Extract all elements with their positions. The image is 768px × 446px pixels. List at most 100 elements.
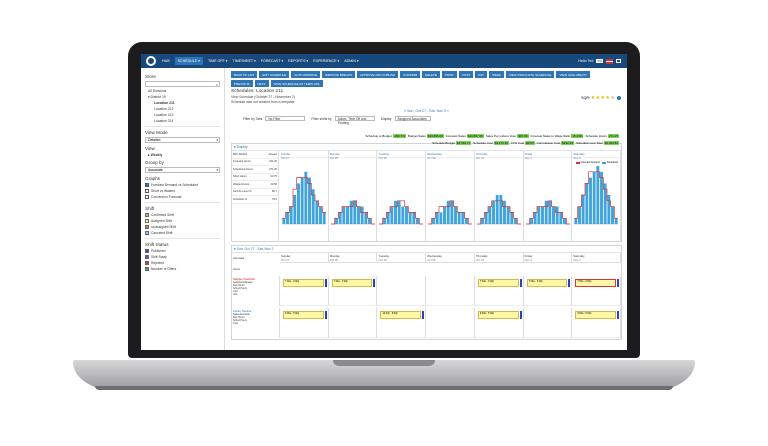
- display-section-toggle[interactable]: ▾ Display: [232, 144, 621, 151]
- toolbar-button[interactable]: PRINT: [441, 71, 457, 78]
- week-navigator[interactable]: « Sun, Oct 27 - Sat, Nov 2 »: [404, 109, 449, 113]
- schedule-cell[interactable]: 7:00a - 3:00p: [572, 276, 622, 306]
- shift-block[interactable]: 7:00a - 3:00p: [283, 279, 324, 287]
- nav-item[interactable]: TIMESHEET ▾: [232, 59, 256, 63]
- metric-value: $3,164.71: [455, 141, 472, 145]
- schedule-cell[interactable]: [377, 276, 427, 306]
- toolbar-button[interactable]: COST: [458, 71, 474, 78]
- toolbar-button[interactable]: WEEK: [489, 71, 504, 78]
- laptop-foot: [95, 386, 673, 390]
- day-date: Oct 31: [475, 156, 485, 160]
- user-initials-badge[interactable]: TW: [596, 59, 603, 63]
- display-select[interactable]: Assigned Associates: [394, 116, 431, 121]
- schedule-cell[interactable]: 9:00a - 5:00p: [280, 308, 329, 338]
- toolbar-button[interactable]: BACK TO LIST: [231, 71, 258, 78]
- logo-icon[interactable]: [146, 56, 156, 66]
- day-name: Tuesday: [378, 152, 390, 156]
- graph-option-label: Conversion Forecast: [151, 195, 182, 199]
- employee-name[interactable]: Ashley Medina: [233, 309, 252, 313]
- checkbox[interactable]: [145, 183, 149, 187]
- shift-block[interactable]: 9:00a - 5:00p: [283, 311, 324, 319]
- day-name: Wednesday: [427, 152, 442, 156]
- stat-row: Service Level % 80.7: [232, 189, 278, 196]
- scheduled-bar: [615, 218, 618, 224]
- toolbar-button[interactable]: EDIT SCHEDULE: [259, 71, 290, 78]
- schedule-cell[interactable]: [426, 276, 475, 306]
- toolbar-button[interactable]: APPROVE AND PUBLISH: [356, 71, 399, 78]
- forecast-demand-line: [282, 177, 326, 219]
- scheduled-bar: [457, 212, 461, 224]
- view-mode-select[interactable]: Detailed ▾: [145, 137, 220, 143]
- weekly-day-name: Monday: [329, 254, 340, 258]
- toolbar-button[interactable]: IMPROVE BREAKS: [322, 71, 355, 78]
- store-tree-item[interactable]: Location 214: [154, 119, 174, 123]
- toolbar-button[interactable]: NEXT: [254, 80, 269, 87]
- employee-name[interactable]: Stephen Kucinski: [233, 277, 255, 281]
- shift-filter-select[interactable]: Active, Time Off and Floating: [334, 116, 375, 125]
- schedule-cell[interactable]: 7:00a - 3:00p: [328, 276, 378, 306]
- scheduled-bar: [544, 200, 548, 224]
- toolbar-button[interactable]: AUTO IMPROVE: [291, 71, 321, 78]
- checkbox[interactable]: [145, 195, 149, 199]
- user-greeting[interactable]: Hello Ted: [578, 59, 594, 63]
- group-by-select[interactable]: Associate ▾: [145, 167, 220, 173]
- store-tree-item[interactable]: Location 212: [154, 107, 174, 111]
- scheduled-bar: [461, 212, 465, 224]
- graph-option[interactable]: Conversion Forecast: [145, 195, 220, 199]
- shift-block[interactable]: 7:00a - 3:00p: [575, 279, 617, 287]
- hours-label: Hours: [233, 268, 240, 271]
- toolbar-button[interactable]: VIEW AVAILABILITY: [556, 71, 591, 78]
- scheduled-bar: [364, 212, 367, 224]
- nav-item[interactable]: EXPERIENCE ▾: [313, 59, 340, 63]
- shift-block[interactable]: 9:00a - 5:00p: [575, 311, 617, 319]
- store-tree-item[interactable]: Location 211: [154, 101, 175, 105]
- checkbox[interactable]: [145, 189, 149, 193]
- schedule-cell[interactable]: 9:00a - 5:00p: [474, 308, 524, 338]
- schedule-cell[interactable]: 7:00a - 3:00p: [523, 276, 573, 306]
- toolbar-button[interactable]: SAVE SCHEDULE AS TEMPLATE: [270, 80, 323, 87]
- task-filter-select[interactable]: No Filter: [265, 116, 306, 121]
- weekly-schedule-toggle[interactable]: ▾ Sun, Oct 27 - Sat, Nov 2: [232, 246, 621, 253]
- schedule-cell[interactable]: 7:00a - 3:00p: [474, 276, 524, 306]
- toolbar-button[interactable]: DAY: [475, 71, 488, 78]
- schedule-cell[interactable]: 7:00a - 3:00p: [280, 276, 329, 306]
- shift-block[interactable]: 7:00a - 3:00p: [477, 279, 519, 287]
- shift-block[interactable]: 7:00a - 3:00p: [331, 279, 373, 287]
- toolbar-button[interactable]: DELETE: [422, 71, 440, 78]
- messages-icon[interactable]: [616, 59, 621, 63]
- graph-option[interactable]: Forecast Demand vs Scheduled: [145, 183, 220, 187]
- nav-item[interactable]: TIME OFF ▾: [207, 59, 228, 63]
- flag-icon[interactable]: [606, 58, 613, 64]
- schedule-cell[interactable]: 12:00p - 8:00p: [377, 308, 427, 338]
- view-weekly-option[interactable]: ▸ Weekly: [148, 153, 163, 157]
- graph-option-label: Forecast Demand vs Scheduled: [151, 183, 198, 187]
- store-tree-item[interactable]: ▾ District 19: [148, 95, 166, 99]
- graph-option[interactable]: Short vs Wasted: [145, 189, 220, 193]
- nav-item[interactable]: REPORTS ▾: [288, 59, 309, 63]
- schedule-cell[interactable]: [426, 308, 475, 338]
- shift-block[interactable]: 7:00a - 3:00p: [526, 279, 568, 287]
- nav-item[interactable]: ADMIN ▾: [344, 59, 359, 63]
- schedule-cell[interactable]: [328, 308, 378, 338]
- schedule-cell[interactable]: [523, 308, 573, 338]
- store-tree-item[interactable]: All Divisions: [148, 89, 167, 93]
- scheduled-bar: [282, 218, 286, 224]
- metric-label: Forecast Sales: [445, 134, 466, 138]
- toolbar-button[interactable]: VIEW ASSOCIATE SCHEDULE: [505, 71, 555, 78]
- nav-item[interactable]: FORECAST ▾: [260, 59, 284, 63]
- scheduled-bar: [394, 200, 398, 224]
- nav-item[interactable]: HUB: [162, 59, 170, 63]
- scheduled-bar: [409, 212, 413, 224]
- shift-block[interactable]: 9:00a - 5:00p: [477, 311, 519, 319]
- day-chart: [428, 200, 473, 225]
- nav-item[interactable]: SCHEDULE ▾: [174, 57, 203, 65]
- toolbar-button[interactable]: PREVIOUS: [231, 80, 253, 87]
- search-icon[interactable]: ⌕: [215, 82, 218, 87]
- store-tree-item[interactable]: Location 213: [154, 113, 174, 117]
- weekly-day-date: Nov 2: [573, 258, 581, 262]
- shift-block[interactable]: 12:00p - 8:00p: [380, 311, 422, 319]
- info-icon[interactable]: [617, 96, 621, 100]
- store-search-input[interactable]: ⌕: [145, 81, 220, 87]
- schedule-cell[interactable]: 9:00a - 5:00p: [572, 308, 622, 338]
- toolbar-button[interactable]: CONFIRM: [400, 71, 421, 78]
